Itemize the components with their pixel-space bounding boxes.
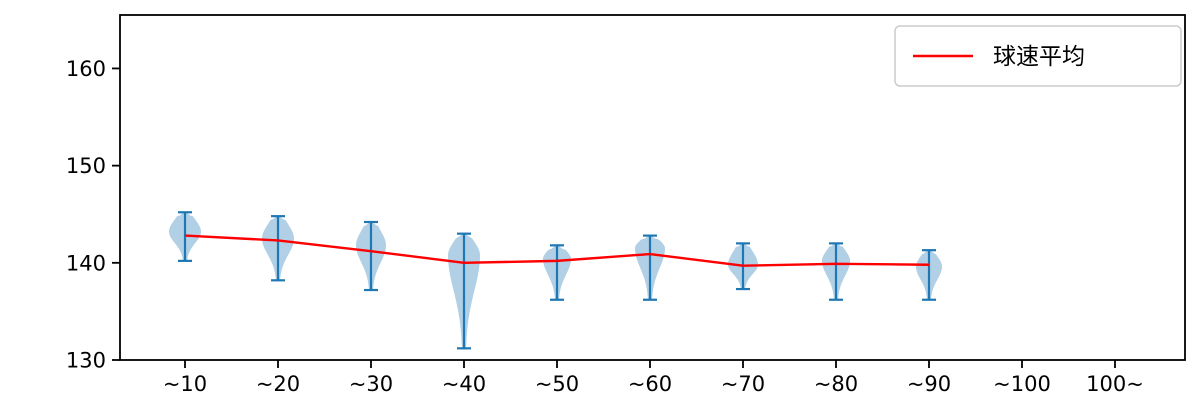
y-tick-label: 130 <box>66 349 106 373</box>
x-tick-label: ~70 <box>721 372 765 396</box>
legend-box <box>894 25 1182 87</box>
y-tick-label: 140 <box>66 251 106 275</box>
plot-border <box>119 14 1186 361</box>
x-tick-label: ~20 <box>256 372 300 396</box>
x-tick-label: ~60 <box>628 372 672 396</box>
x-tick-label: ~90 <box>907 372 951 396</box>
mean-speed-line <box>184 234 930 267</box>
y-tick-label: 150 <box>66 154 106 178</box>
x-tick-label: 100~ <box>1086 372 1144 396</box>
x-tick-label: ~100 <box>993 372 1051 396</box>
x-tick-label: ~10 <box>163 372 207 396</box>
y-axis: 130 140 150 160 <box>66 57 120 373</box>
legend-label: 球速平均 <box>993 44 1085 70</box>
x-tick-label: ~30 <box>349 372 393 396</box>
x-tick-label: ~50 <box>535 372 579 396</box>
x-tick-label: ~40 <box>442 372 486 396</box>
legend: 球速平均 <box>894 25 1182 87</box>
x-axis: ~10 ~20 ~30 ~40 ~50 ~60 ~70 ~80 ~90 ~100 100~ <box>163 360 1144 396</box>
x-tick-label: ~80 <box>814 372 858 396</box>
y-tick-label: 160 <box>66 57 106 81</box>
violin-extrema <box>178 211 936 350</box>
